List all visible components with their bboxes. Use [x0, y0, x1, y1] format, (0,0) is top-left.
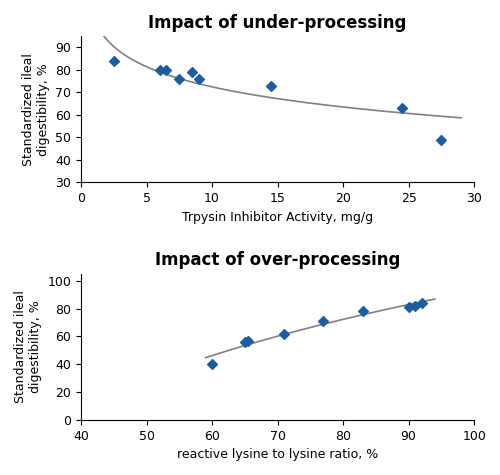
Point [359, 307, 367, 315]
X-axis label: reactive lysine to lysine ratio, %: reactive lysine to lysine ratio, % [177, 448, 378, 461]
Point [418, 299, 426, 307]
Y-axis label: Standardized ileal
digestibility, %: Standardized ileal digestibility, % [14, 290, 42, 403]
Point [267, 82, 275, 89]
Point [320, 317, 328, 325]
Point [110, 57, 118, 65]
Title: Impact of over-processing: Impact of over-processing [155, 251, 400, 269]
X-axis label: Trpysin Inhibitor Activity, mg/g: Trpysin Inhibitor Activity, mg/g [182, 210, 373, 224]
Point [241, 338, 249, 346]
Point [438, 136, 446, 143]
Point [280, 330, 288, 337]
Point [162, 66, 170, 74]
Y-axis label: Standardized ileal
digestibility, %: Standardized ileal digestibility, % [22, 53, 50, 166]
Point [208, 361, 216, 368]
Point [156, 66, 164, 74]
Point [398, 104, 406, 112]
Point [244, 337, 252, 344]
Title: Impact of under-processing: Impact of under-processing [148, 14, 407, 32]
Point [411, 302, 419, 310]
Point [195, 75, 203, 83]
Point [404, 304, 412, 311]
Point [188, 68, 196, 76]
Point [176, 75, 184, 83]
